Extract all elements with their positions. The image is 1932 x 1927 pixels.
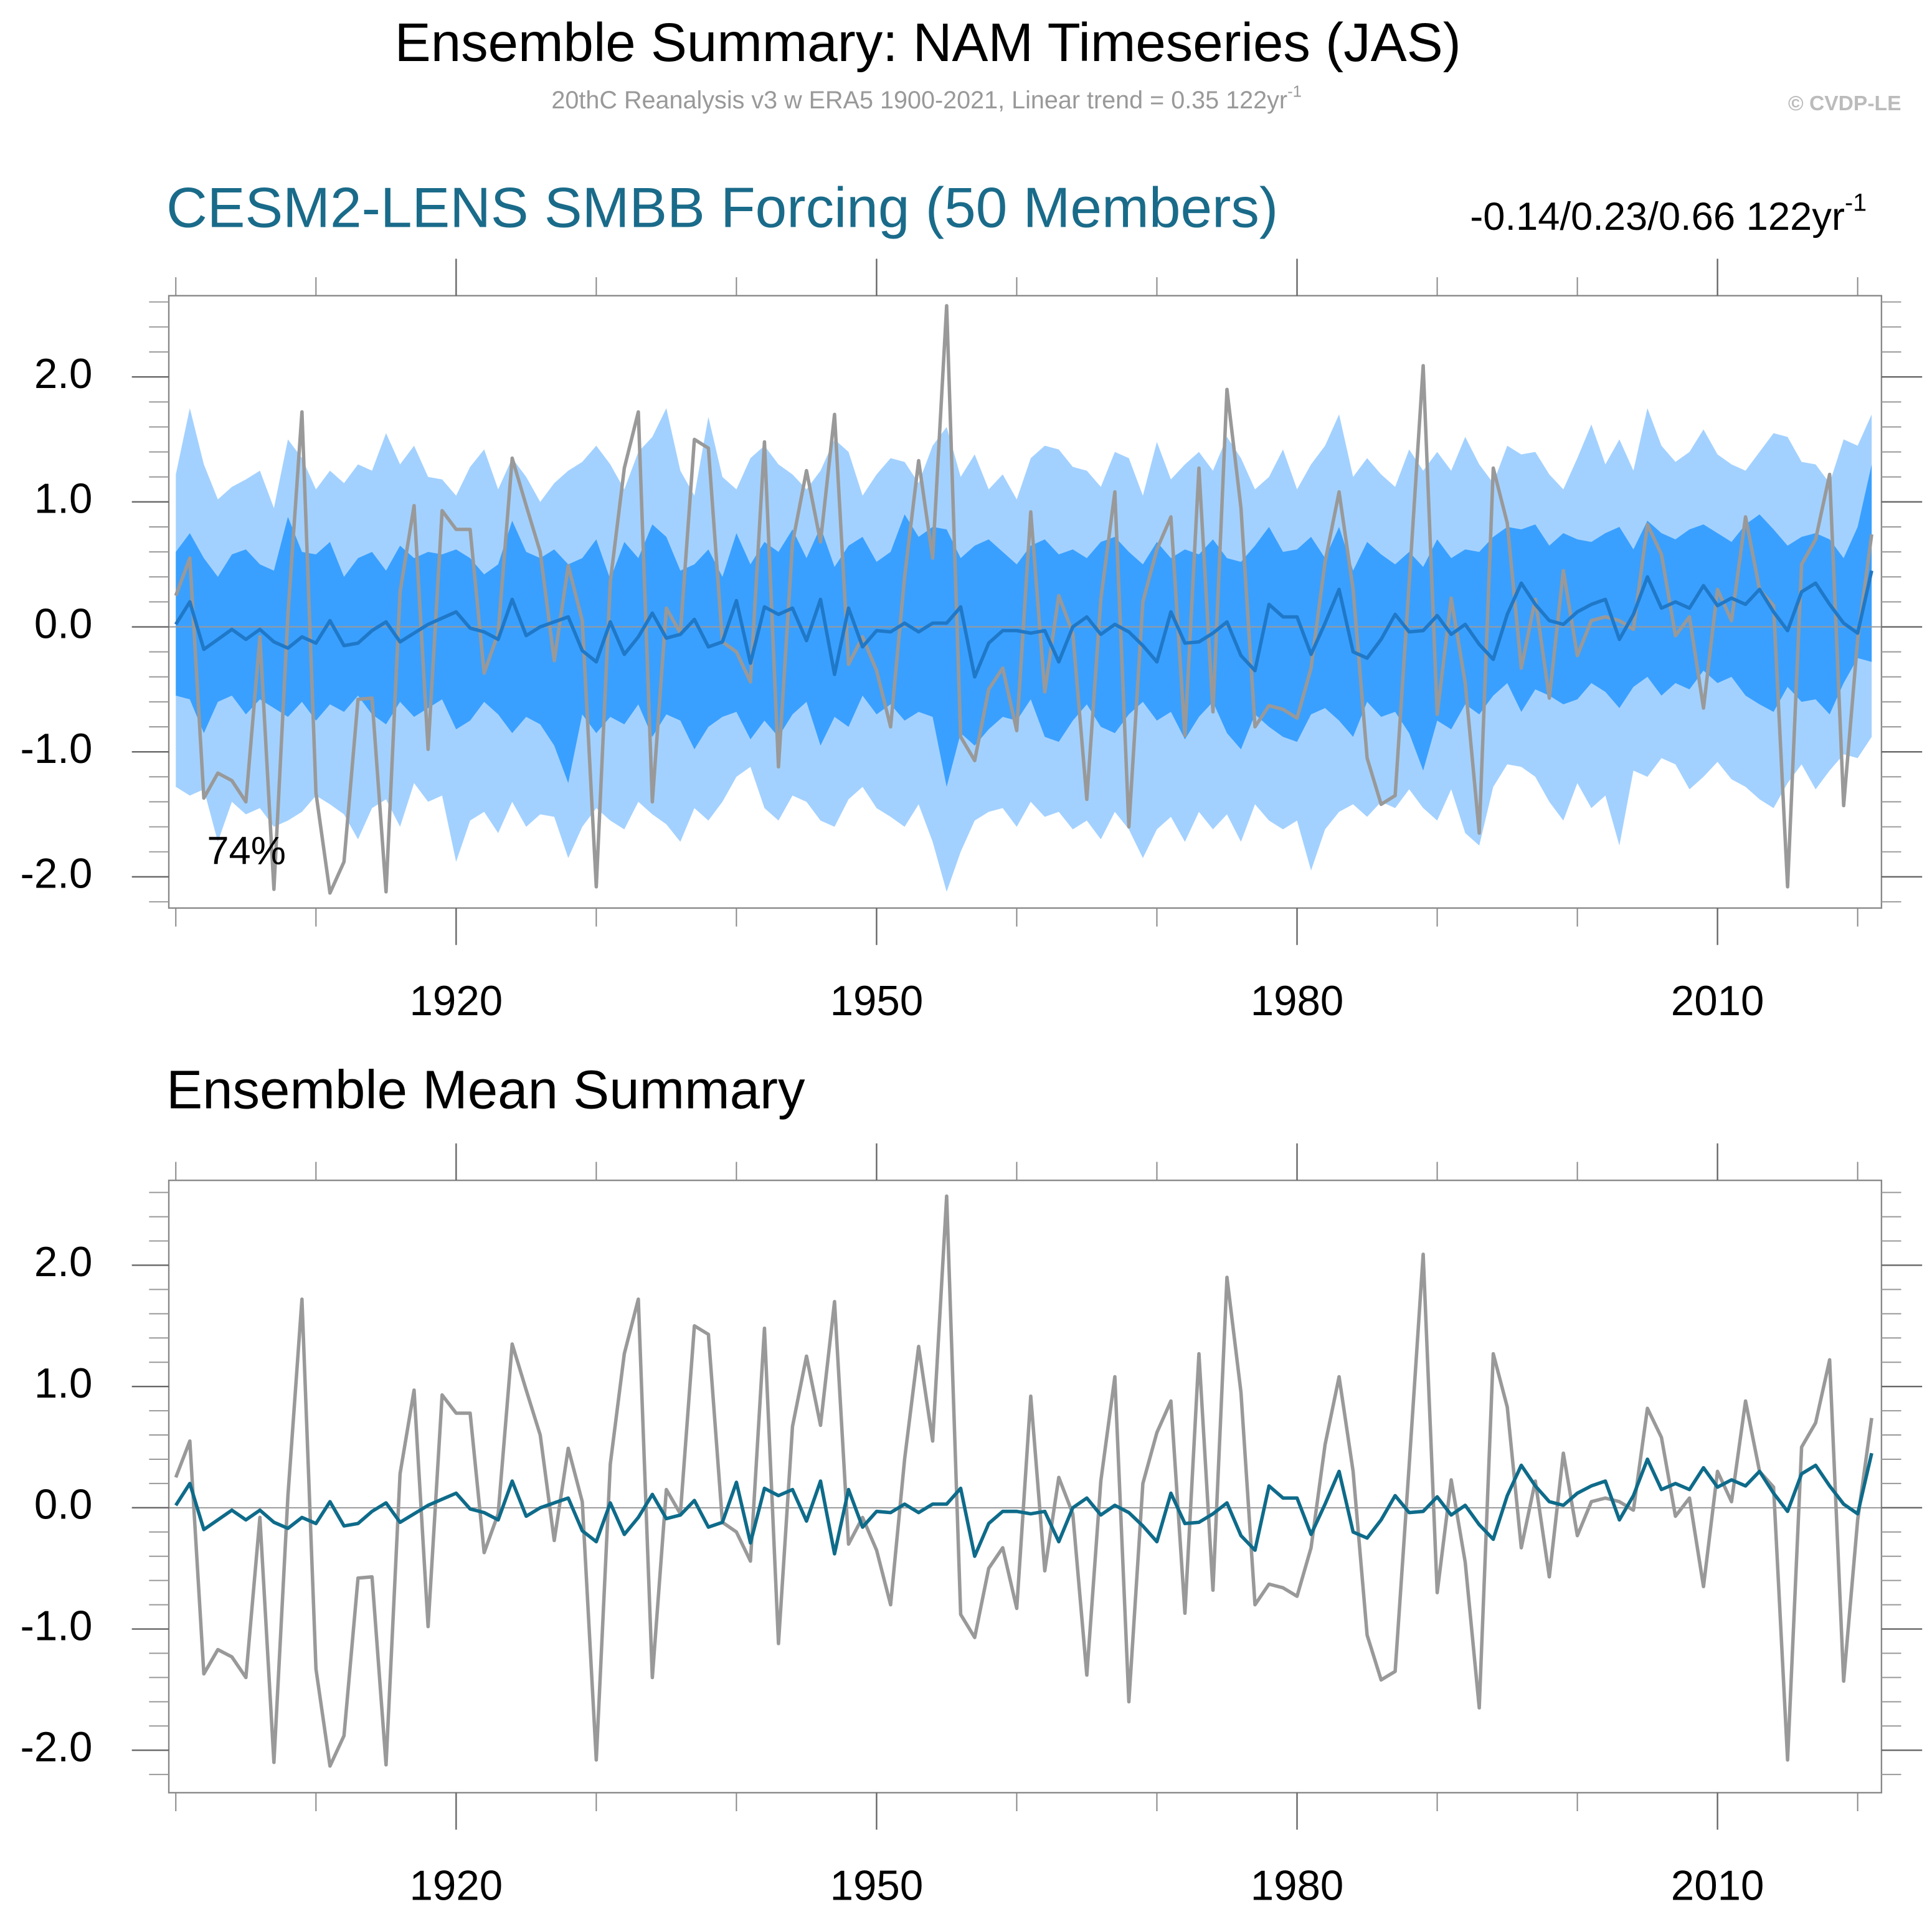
y-tick-label: -2.0 <box>20 1724 92 1771</box>
series-line <box>174 1452 1873 1558</box>
x-tick-label: 2010 <box>1671 1862 1764 1909</box>
y-tick-label: 1.0 <box>34 476 93 523</box>
trend-text: -0.14/0.23/0.66 122yr-1 <box>1470 189 1867 239</box>
x-tick-label: 1920 <box>410 1862 503 1909</box>
panel-title: CESM2-LENS SMBB Forcing (50 Members) <box>166 176 1278 239</box>
x-tick-label: 1920 <box>410 978 503 1025</box>
subtitle-sup: -1 <box>1287 83 1302 100</box>
x-tick-label: 1980 <box>1251 1862 1344 1909</box>
x-tick-label: 1950 <box>830 1862 924 1909</box>
annotation: 74% <box>207 830 286 873</box>
x-tick-label: 1980 <box>1251 978 1344 1025</box>
y-tick-label: -1.0 <box>20 726 92 772</box>
main-title: Ensemble Summary: NAM Timeseries (JAS) <box>395 12 1461 73</box>
subtitle: 20thC Reanalysis v3 w ERA5 1900-2021, Li… <box>551 83 1302 114</box>
plot-frame <box>168 1179 1883 1794</box>
x-tick-label: 2010 <box>1671 978 1764 1025</box>
y-tick-label: 1.0 <box>34 1360 93 1407</box>
y-tick-label: 0.0 <box>34 1482 93 1528</box>
y-tick-label: -1.0 <box>20 1603 92 1649</box>
trend-value: -0.14/0.23/0.66 122yr <box>1470 195 1845 239</box>
series-line <box>174 570 1873 679</box>
series-line <box>174 1194 1873 1768</box>
y-tick-label: -2.0 <box>20 851 92 897</box>
y-tick-label: 2.0 <box>34 1239 93 1285</box>
plots: 1920 1950 1980 2010 2.0 1.0 0.0 -1.0 -2.0 1920 195… <box>20 258 1923 1909</box>
trend-sup: -1 <box>1845 189 1867 217</box>
credit: © CVDP-LE <box>1788 92 1901 115</box>
x-tick-label: 1950 <box>830 978 924 1025</box>
y-tick-label: 0.0 <box>34 600 93 647</box>
series-line <box>174 304 1873 895</box>
subtitle-text: 20thC Reanalysis v3 w ERA5 1900-2021, Li… <box>551 87 1287 115</box>
panel-title: Ensemble Mean Summary <box>166 1060 805 1120</box>
y-tick-label: 2.0 <box>34 351 93 397</box>
